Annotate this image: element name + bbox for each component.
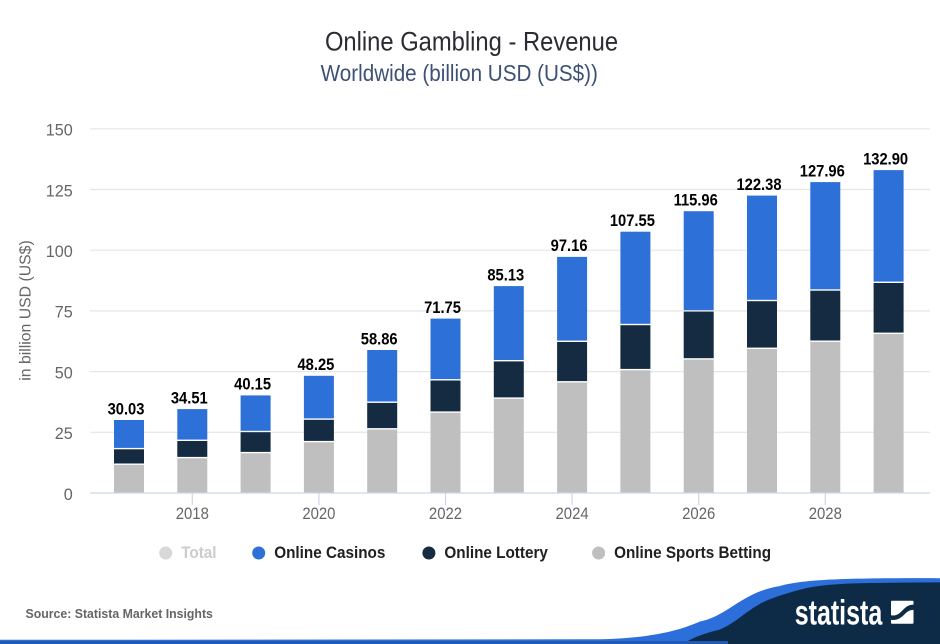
svg-text:Online Gambling - Revenue: Online Gambling - Revenue xyxy=(325,27,618,57)
svg-text:40.15: 40.15 xyxy=(234,376,271,394)
svg-text:71.75: 71.75 xyxy=(424,299,461,317)
svg-text:115.96: 115.96 xyxy=(674,192,719,210)
svg-text:48.25: 48.25 xyxy=(297,357,334,375)
svg-text:Online Lottery: Online Lottery xyxy=(444,544,548,563)
svg-text:25: 25 xyxy=(55,425,73,443)
svg-text:statista: statista xyxy=(795,594,883,633)
svg-text:2024: 2024 xyxy=(556,505,589,523)
svg-text:125: 125 xyxy=(46,182,73,200)
svg-text:in billion USD (US$): in billion USD (US$) xyxy=(18,240,35,380)
svg-text:2020: 2020 xyxy=(302,505,335,523)
svg-text:97.16: 97.16 xyxy=(551,238,588,256)
svg-text:2028: 2028 xyxy=(809,505,842,523)
svg-text:Online Casinos: Online Casinos xyxy=(274,544,385,563)
svg-text:Online Sports Betting: Online Sports Betting xyxy=(614,544,771,563)
svg-text:Source: Statista Market Insigh: Source: Statista Market Insights xyxy=(26,607,213,621)
svg-text:2018: 2018 xyxy=(176,505,209,523)
svg-text:85.13: 85.13 xyxy=(487,267,524,285)
svg-text:30.03: 30.03 xyxy=(108,401,145,419)
svg-text:Total: Total xyxy=(181,544,216,563)
svg-text:Worldwide (billion USD (US$)): Worldwide (billion USD (US$)) xyxy=(321,60,598,87)
svg-text:2022: 2022 xyxy=(429,505,462,523)
svg-text:122.38: 122.38 xyxy=(736,176,781,194)
svg-text:127.96: 127.96 xyxy=(800,163,845,181)
svg-text:2026: 2026 xyxy=(682,505,715,523)
svg-text:34.51: 34.51 xyxy=(171,390,208,408)
svg-text:132.90: 132.90 xyxy=(863,151,908,169)
svg-text:150: 150 xyxy=(46,122,73,140)
svg-text:0: 0 xyxy=(64,486,73,504)
svg-text:75: 75 xyxy=(55,304,73,322)
svg-text:58.86: 58.86 xyxy=(361,331,398,349)
svg-text:100: 100 xyxy=(46,243,73,261)
svg-text:107.55: 107.55 xyxy=(610,212,655,230)
svg-text:50: 50 xyxy=(55,364,73,382)
